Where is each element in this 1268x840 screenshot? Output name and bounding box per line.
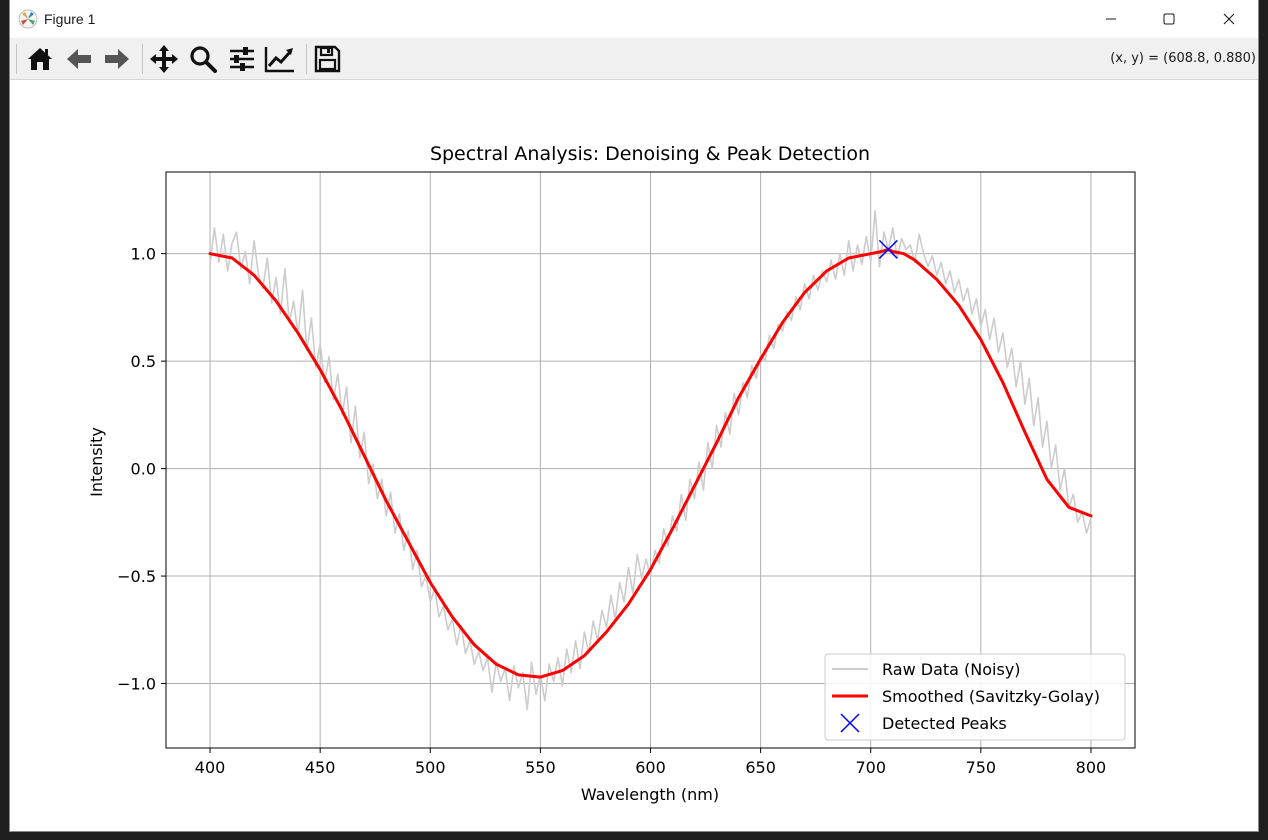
title-bar[interactable]: Figure 1 — [10, 0, 1258, 38]
toolbar-separator — [16, 44, 17, 74]
peak-marker — [878, 239, 898, 259]
forward-arrow-icon — [103, 46, 131, 72]
x-axis-label: Wavelength (nm) — [581, 785, 719, 804]
back-arrow-icon — [65, 46, 93, 72]
x-tick-label: 550 — [525, 758, 556, 777]
x-tick-label: 500 — [415, 758, 446, 777]
app-icon — [18, 9, 38, 29]
legend: Raw Data (Noisy) Smoothed (Savitzky-Gola… — [824, 653, 1126, 741]
x-tick-label: 800 — [1076, 758, 1107, 777]
x-tick-label: 600 — [635, 758, 666, 777]
back-button[interactable] — [62, 43, 96, 75]
x-tick-label: 450 — [305, 758, 336, 777]
legend-box — [824, 653, 1126, 741]
maximize-icon — [1163, 10, 1175, 29]
legend-raw-label: Raw Data (Noisy) — [882, 660, 1021, 679]
zoom-magnifier-icon — [189, 45, 217, 73]
peak-layer — [878, 239, 898, 259]
x-tick-label: 650 — [745, 758, 776, 777]
x-tick-label: 400 — [195, 758, 226, 777]
navigation-toolbar: (x, y) = (608.8, 0.880) — [10, 38, 1258, 80]
y-axis-label: Intensity — [87, 427, 106, 497]
edit-axis-button[interactable] — [263, 43, 297, 75]
home-icon — [26, 46, 54, 72]
configure-subplots-button[interactable] — [225, 43, 259, 75]
raw-series-layer — [209, 209, 1092, 711]
close-button[interactable] — [1200, 0, 1258, 38]
close-icon — [1223, 10, 1235, 29]
figure-canvas[interactable]: 400 450 500 550 600 650 700 750 800 −1.0 −0.5 0.0 0.… — [10, 80, 1258, 832]
y-tick-label: −0.5 — [117, 567, 156, 586]
coordinate-readout: (x, y) = (608.8, 0.880) — [1110, 51, 1256, 66]
x-tick-label: 750 — [966, 758, 997, 777]
smoothed-series-layer — [208, 247, 1093, 679]
y-tick-label: 0.0 — [131, 460, 156, 479]
tick-layer: 400 450 500 550 600 650 700 750 800 −1.0 −0.5 0.0 0.… — [117, 245, 1106, 777]
edit-axis-icon — [264, 45, 296, 73]
pan-button[interactable] — [147, 43, 181, 75]
smoothed-line — [208, 247, 1093, 679]
configure-subplots-icon — [228, 45, 256, 73]
maximize-button[interactable] — [1140, 0, 1198, 38]
x-tick-label: 700 — [855, 758, 886, 777]
home-button[interactable] — [23, 43, 57, 75]
minimize-icon — [1105, 10, 1117, 29]
minimize-button[interactable] — [1082, 0, 1140, 38]
y-tick-label: −1.0 — [117, 675, 156, 694]
y-tick-label: 0.5 — [131, 352, 156, 371]
toolbar-separator — [306, 44, 307, 74]
chart-title: Spectral Analysis: Denoising & Peak Dete… — [430, 143, 870, 165]
pan-move-icon — [149, 44, 179, 74]
y-tick-label: 1.0 — [131, 245, 156, 264]
raw-data-line — [209, 209, 1092, 711]
save-button[interactable] — [310, 43, 344, 75]
forward-button[interactable] — [100, 43, 134, 75]
zoom-button[interactable] — [186, 43, 220, 75]
legend-peaks-label: Detected Peaks — [882, 714, 1007, 733]
save-floppy-icon — [313, 45, 341, 73]
chart[interactable]: 400 450 500 550 600 650 700 750 800 −1.0 −0.5 0.0 0.… — [10, 80, 1258, 832]
window-title: Figure 1 — [44, 11, 96, 27]
legend-peaks-swatch — [840, 713, 860, 733]
toolbar-separator — [142, 44, 143, 74]
legend-smoothed-label: Smoothed (Savitzky-Golay) — [882, 687, 1100, 706]
figure-window: Figure 1 — [9, 0, 1259, 832]
